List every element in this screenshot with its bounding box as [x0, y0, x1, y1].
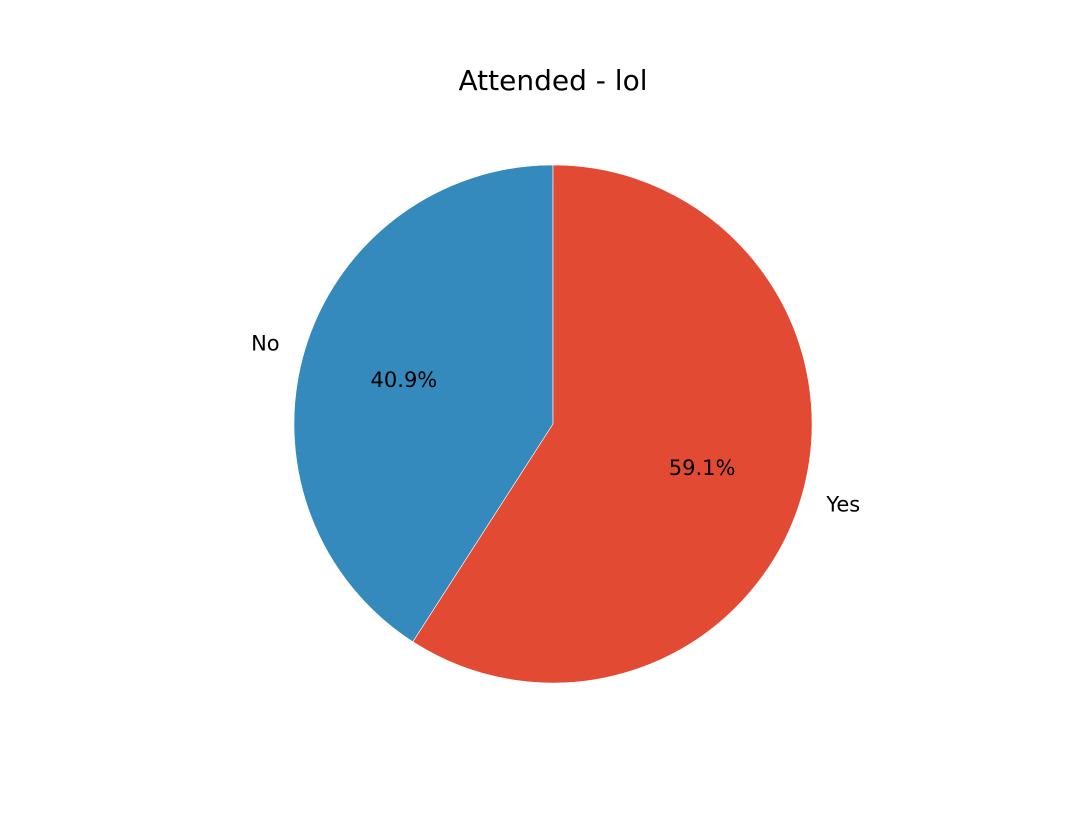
pie-labels: No 40.9% Yes 59.1%	[251, 332, 860, 517]
slice-percent-no: 40.9%	[371, 368, 438, 392]
pie-slice-yes	[412, 164, 813, 684]
slice-label-no: No	[251, 332, 280, 356]
pie-slice-no	[293, 164, 554, 643]
slice-percent-yes: 59.1%	[669, 456, 736, 480]
pie-slices	[293, 164, 813, 684]
chart-title: Attended - lol	[459, 64, 648, 97]
slice-label-yes: Yes	[825, 492, 860, 516]
